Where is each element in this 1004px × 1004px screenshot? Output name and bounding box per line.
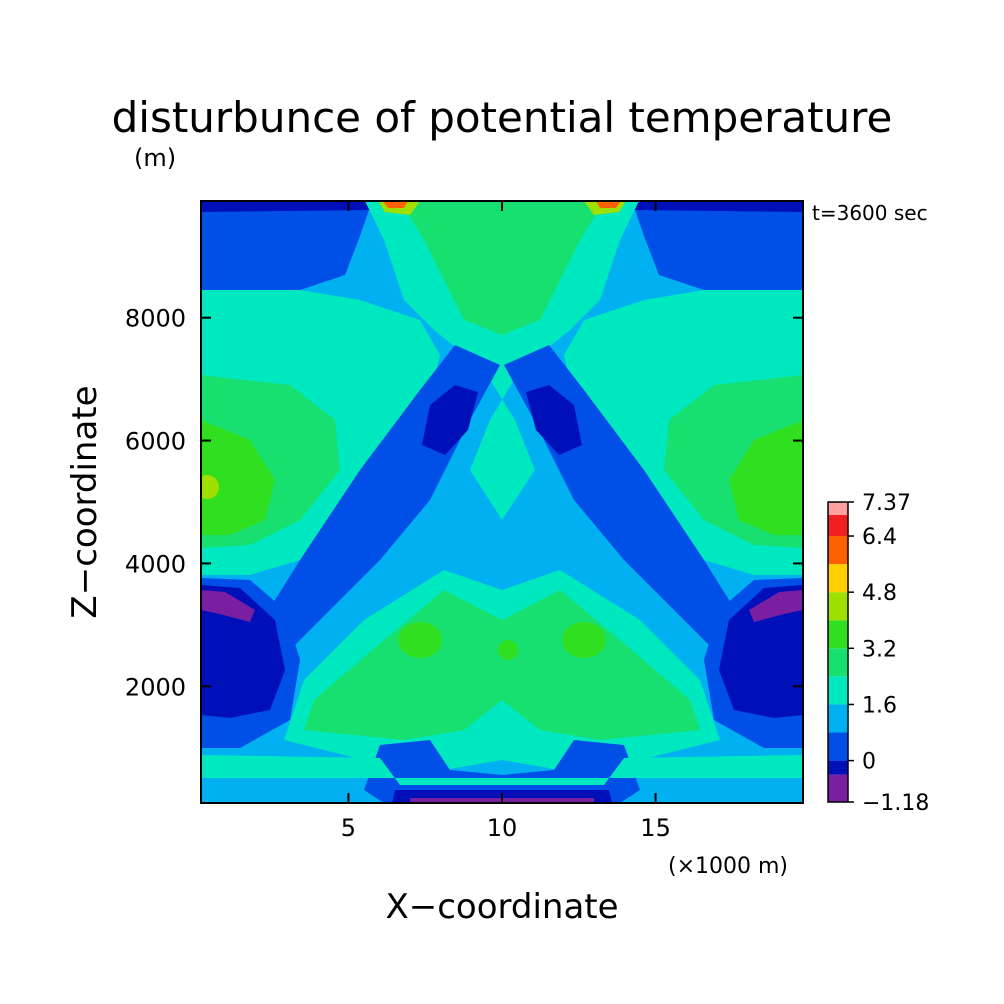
- contour-band-0-0.8-bottom: [364, 740, 640, 803]
- contour-band-1.6-2.4-top: [365, 201, 639, 520]
- y-tick-label: 8000: [125, 305, 186, 333]
- contour-band-min-left: [201, 590, 255, 622]
- contour-band-neg-right-arm: [526, 385, 582, 455]
- colorbar-band: [828, 514, 848, 537]
- contour-band-6.4-7.0-left: [383, 201, 408, 208]
- contour-field: [201, 201, 803, 803]
- time-label: t=3600 sec: [812, 201, 928, 225]
- colorbar: 7.37 6.4 4.8 3.2 1.6 0 −1.18: [827, 491, 929, 816]
- colorbar-band: [828, 648, 848, 677]
- x-tick-label: 15: [640, 814, 671, 842]
- colorbar-band: [828, 774, 848, 802]
- contour-band-3.2-4.0-lower-center: [498, 640, 518, 660]
- y-tick-label: 4000: [125, 550, 186, 578]
- colorbar-tick-label: 1.6: [862, 693, 897, 718]
- unit-label: (m): [134, 144, 176, 172]
- contour-band-4.0-4.8-left: [201, 475, 219, 499]
- colorbar-tick-label: 7.37: [862, 491, 911, 516]
- contour-band-6.4-7.0-right: [596, 201, 621, 208]
- x-ticks: 5 10 15: [341, 201, 671, 842]
- colorbar-band: [828, 760, 848, 775]
- contour-band-2.4-3.2-lower: [304, 590, 700, 740]
- colorbar-band: [828, 564, 848, 593]
- contour-band-3.2-4.0-left: [201, 420, 275, 535]
- contour-band-neg-lower-left: [201, 585, 285, 718]
- y-axis-label: Z−coordinate: [65, 385, 105, 618]
- colorbar-tick-label: 0: [862, 750, 876, 775]
- contour-band-neg-top-r: [624, 201, 803, 212]
- x-scale-label: (×1000 m): [668, 854, 788, 879]
- colorbar-band: [828, 704, 848, 733]
- colorbar-tick-label: −1.18: [862, 791, 929, 816]
- contour-band-3.2-4.0-lower-right: [562, 622, 606, 658]
- chart-title: disturbunce of potential temperature: [112, 93, 893, 142]
- colorbar-band: [828, 536, 848, 565]
- contour-band-neg-left-arm: [422, 385, 478, 455]
- contour-band-3.2-4.0-lower-left: [398, 622, 442, 658]
- colorbar-tick-label: 6.4: [862, 525, 897, 550]
- y-tick-label: 6000: [125, 428, 186, 456]
- colorbar-band: [828, 676, 848, 705]
- x-tick-label: 10: [487, 814, 518, 842]
- contour-band-0-0.8-right: [632, 201, 803, 290]
- x-tick-label: 5: [341, 814, 356, 842]
- colorbar-frame: [827, 501, 849, 803]
- colorbar-band: [828, 592, 848, 621]
- colorbar-band: [828, 732, 848, 761]
- contour-band-min-right: [749, 590, 803, 622]
- y-ticks: 2000 4000 6000 8000: [125, 305, 803, 701]
- contour-band-3.2-4.0-right: [729, 420, 803, 535]
- colorbar-band: [828, 620, 848, 649]
- contour-band-0-0.8-left: [201, 201, 372, 290]
- colorbar-tick-label: 4.8: [862, 581, 897, 606]
- contour-band-2.4-3.2-top: [400, 201, 604, 335]
- contour-band-neg-lower-right: [719, 585, 803, 718]
- contour-band-1.6-2.4-bottom: [201, 755, 803, 785]
- contour-band-neg-top: [201, 201, 380, 212]
- colorbar-band: [828, 502, 848, 515]
- y-tick-label: 2000: [125, 673, 186, 701]
- colorbar-tick-label: 3.2: [862, 637, 897, 662]
- x-axis-label: X−coordinate: [385, 887, 618, 927]
